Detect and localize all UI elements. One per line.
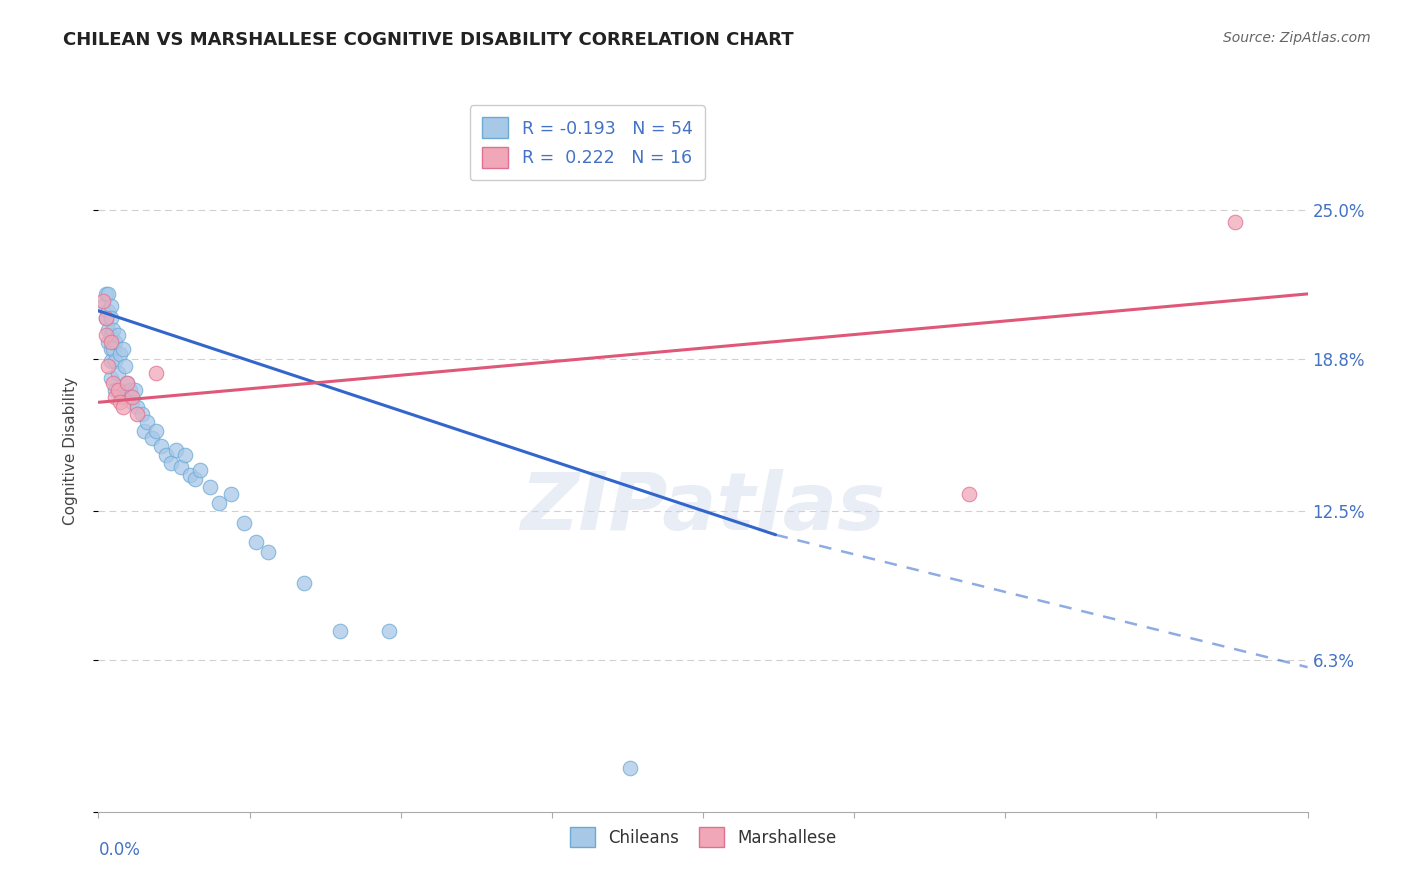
Point: [134, 424, 156, 438]
Point: [179, 467, 201, 482]
Point: [256, 544, 278, 558]
Point: [97, 359, 120, 373]
Point: [100, 371, 122, 385]
Point: [108, 395, 131, 409]
Point: [101, 343, 124, 357]
Legend: Chileans, Marshallese: Chileans, Marshallese: [562, 821, 844, 854]
Y-axis label: Cognitive Disability: Cognitive Disability: [63, 376, 77, 524]
Point: [124, 384, 146, 398]
Point: [104, 334, 127, 349]
Point: [145, 367, 167, 381]
Point: [135, 415, 157, 429]
Point: [97, 303, 120, 318]
Point: [141, 431, 163, 445]
Point: [114, 359, 136, 373]
Point: [111, 400, 134, 414]
Text: CHILEAN VS MARSHALLESE COGNITIVE DISABILITY CORRELATION CHART: CHILEAN VS MARSHALLESE COGNITIVE DISABIL…: [63, 31, 794, 49]
Point: [957, 487, 980, 501]
Point: [108, 347, 131, 361]
Point: [221, 487, 243, 501]
Point: [198, 480, 221, 494]
Point: [108, 384, 131, 398]
Point: [121, 391, 143, 405]
Point: [377, 624, 399, 639]
Point: [94, 286, 117, 301]
Point: [292, 576, 315, 591]
Text: Source: ZipAtlas.com: Source: ZipAtlas.com: [1223, 31, 1371, 45]
Point: [1223, 214, 1246, 228]
Point: [94, 327, 117, 342]
Point: [100, 299, 122, 313]
Point: [104, 384, 127, 398]
Point: [104, 391, 127, 405]
Point: [111, 343, 134, 357]
Point: [91, 299, 114, 313]
Point: [188, 463, 211, 477]
Point: [100, 327, 122, 342]
Point: [174, 448, 197, 462]
Point: [97, 323, 120, 337]
Point: [97, 286, 120, 301]
Point: [619, 761, 641, 775]
Point: [329, 624, 352, 639]
Point: [160, 455, 183, 469]
Point: [100, 310, 122, 325]
Point: [100, 334, 122, 349]
Point: [127, 407, 149, 421]
Point: [104, 354, 127, 368]
Point: [107, 327, 129, 342]
Point: [131, 407, 153, 421]
Point: [117, 376, 139, 390]
Point: [117, 376, 139, 390]
Point: [107, 367, 129, 381]
Point: [101, 323, 124, 337]
Point: [118, 384, 141, 398]
Text: ZIPatlas: ZIPatlas: [520, 469, 886, 548]
Point: [107, 384, 129, 398]
Point: [100, 354, 122, 368]
Point: [245, 535, 267, 549]
Point: [91, 294, 114, 309]
Point: [155, 448, 177, 462]
Point: [232, 516, 254, 530]
Point: [150, 439, 173, 453]
Point: [100, 343, 122, 357]
Point: [165, 443, 187, 458]
Point: [184, 472, 207, 486]
Point: [121, 395, 143, 409]
Point: [101, 376, 124, 390]
Point: [127, 400, 149, 414]
Point: [145, 424, 167, 438]
Point: [94, 310, 117, 325]
Point: [97, 334, 120, 349]
Point: [111, 391, 134, 405]
Text: 0.0%: 0.0%: [98, 840, 141, 859]
Point: [208, 496, 231, 510]
Point: [169, 460, 191, 475]
Point: [94, 310, 117, 325]
